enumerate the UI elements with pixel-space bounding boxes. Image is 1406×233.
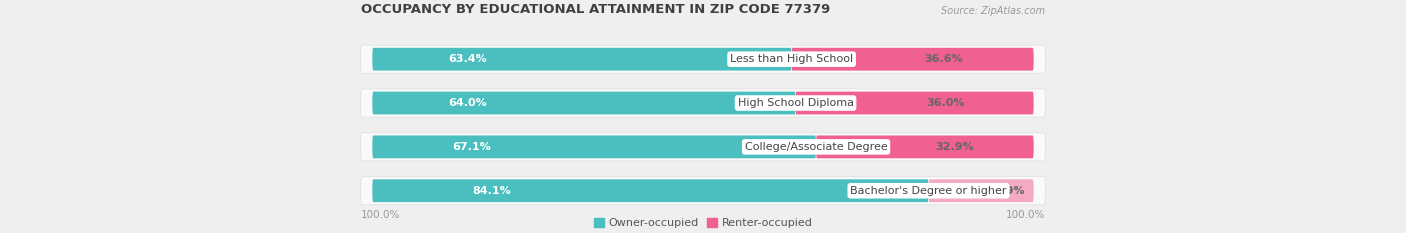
Text: Less than High School: Less than High School bbox=[730, 54, 853, 64]
Text: 100.0%: 100.0% bbox=[1005, 210, 1045, 220]
Text: 84.1%: 84.1% bbox=[472, 186, 512, 196]
FancyBboxPatch shape bbox=[361, 177, 1045, 205]
FancyBboxPatch shape bbox=[815, 135, 1033, 158]
FancyBboxPatch shape bbox=[373, 135, 815, 158]
Text: 32.9%: 32.9% bbox=[936, 142, 974, 152]
Text: 15.9%: 15.9% bbox=[987, 186, 1025, 196]
FancyBboxPatch shape bbox=[373, 48, 792, 71]
FancyBboxPatch shape bbox=[792, 48, 1033, 71]
Text: College/Associate Degree: College/Associate Degree bbox=[745, 142, 887, 152]
Text: 36.0%: 36.0% bbox=[927, 98, 965, 108]
Text: 63.4%: 63.4% bbox=[447, 54, 486, 64]
FancyBboxPatch shape bbox=[373, 92, 796, 114]
FancyBboxPatch shape bbox=[928, 179, 1033, 202]
Text: 100.0%: 100.0% bbox=[361, 210, 401, 220]
Text: Bachelor's Degree or higher: Bachelor's Degree or higher bbox=[851, 186, 1007, 196]
FancyBboxPatch shape bbox=[373, 179, 928, 202]
Text: 64.0%: 64.0% bbox=[449, 98, 488, 108]
FancyBboxPatch shape bbox=[361, 89, 1045, 117]
FancyBboxPatch shape bbox=[361, 133, 1045, 161]
FancyBboxPatch shape bbox=[796, 92, 1033, 114]
Text: OCCUPANCY BY EDUCATIONAL ATTAINMENT IN ZIP CODE 77379: OCCUPANCY BY EDUCATIONAL ATTAINMENT IN Z… bbox=[361, 3, 830, 16]
Text: 36.6%: 36.6% bbox=[925, 54, 963, 64]
Text: 67.1%: 67.1% bbox=[453, 142, 491, 152]
Legend: Owner-occupied, Renter-occupied: Owner-occupied, Renter-occupied bbox=[589, 213, 817, 233]
Text: Source: ZipAtlas.com: Source: ZipAtlas.com bbox=[941, 6, 1045, 16]
Text: High School Diploma: High School Diploma bbox=[738, 98, 853, 108]
FancyBboxPatch shape bbox=[361, 45, 1045, 73]
